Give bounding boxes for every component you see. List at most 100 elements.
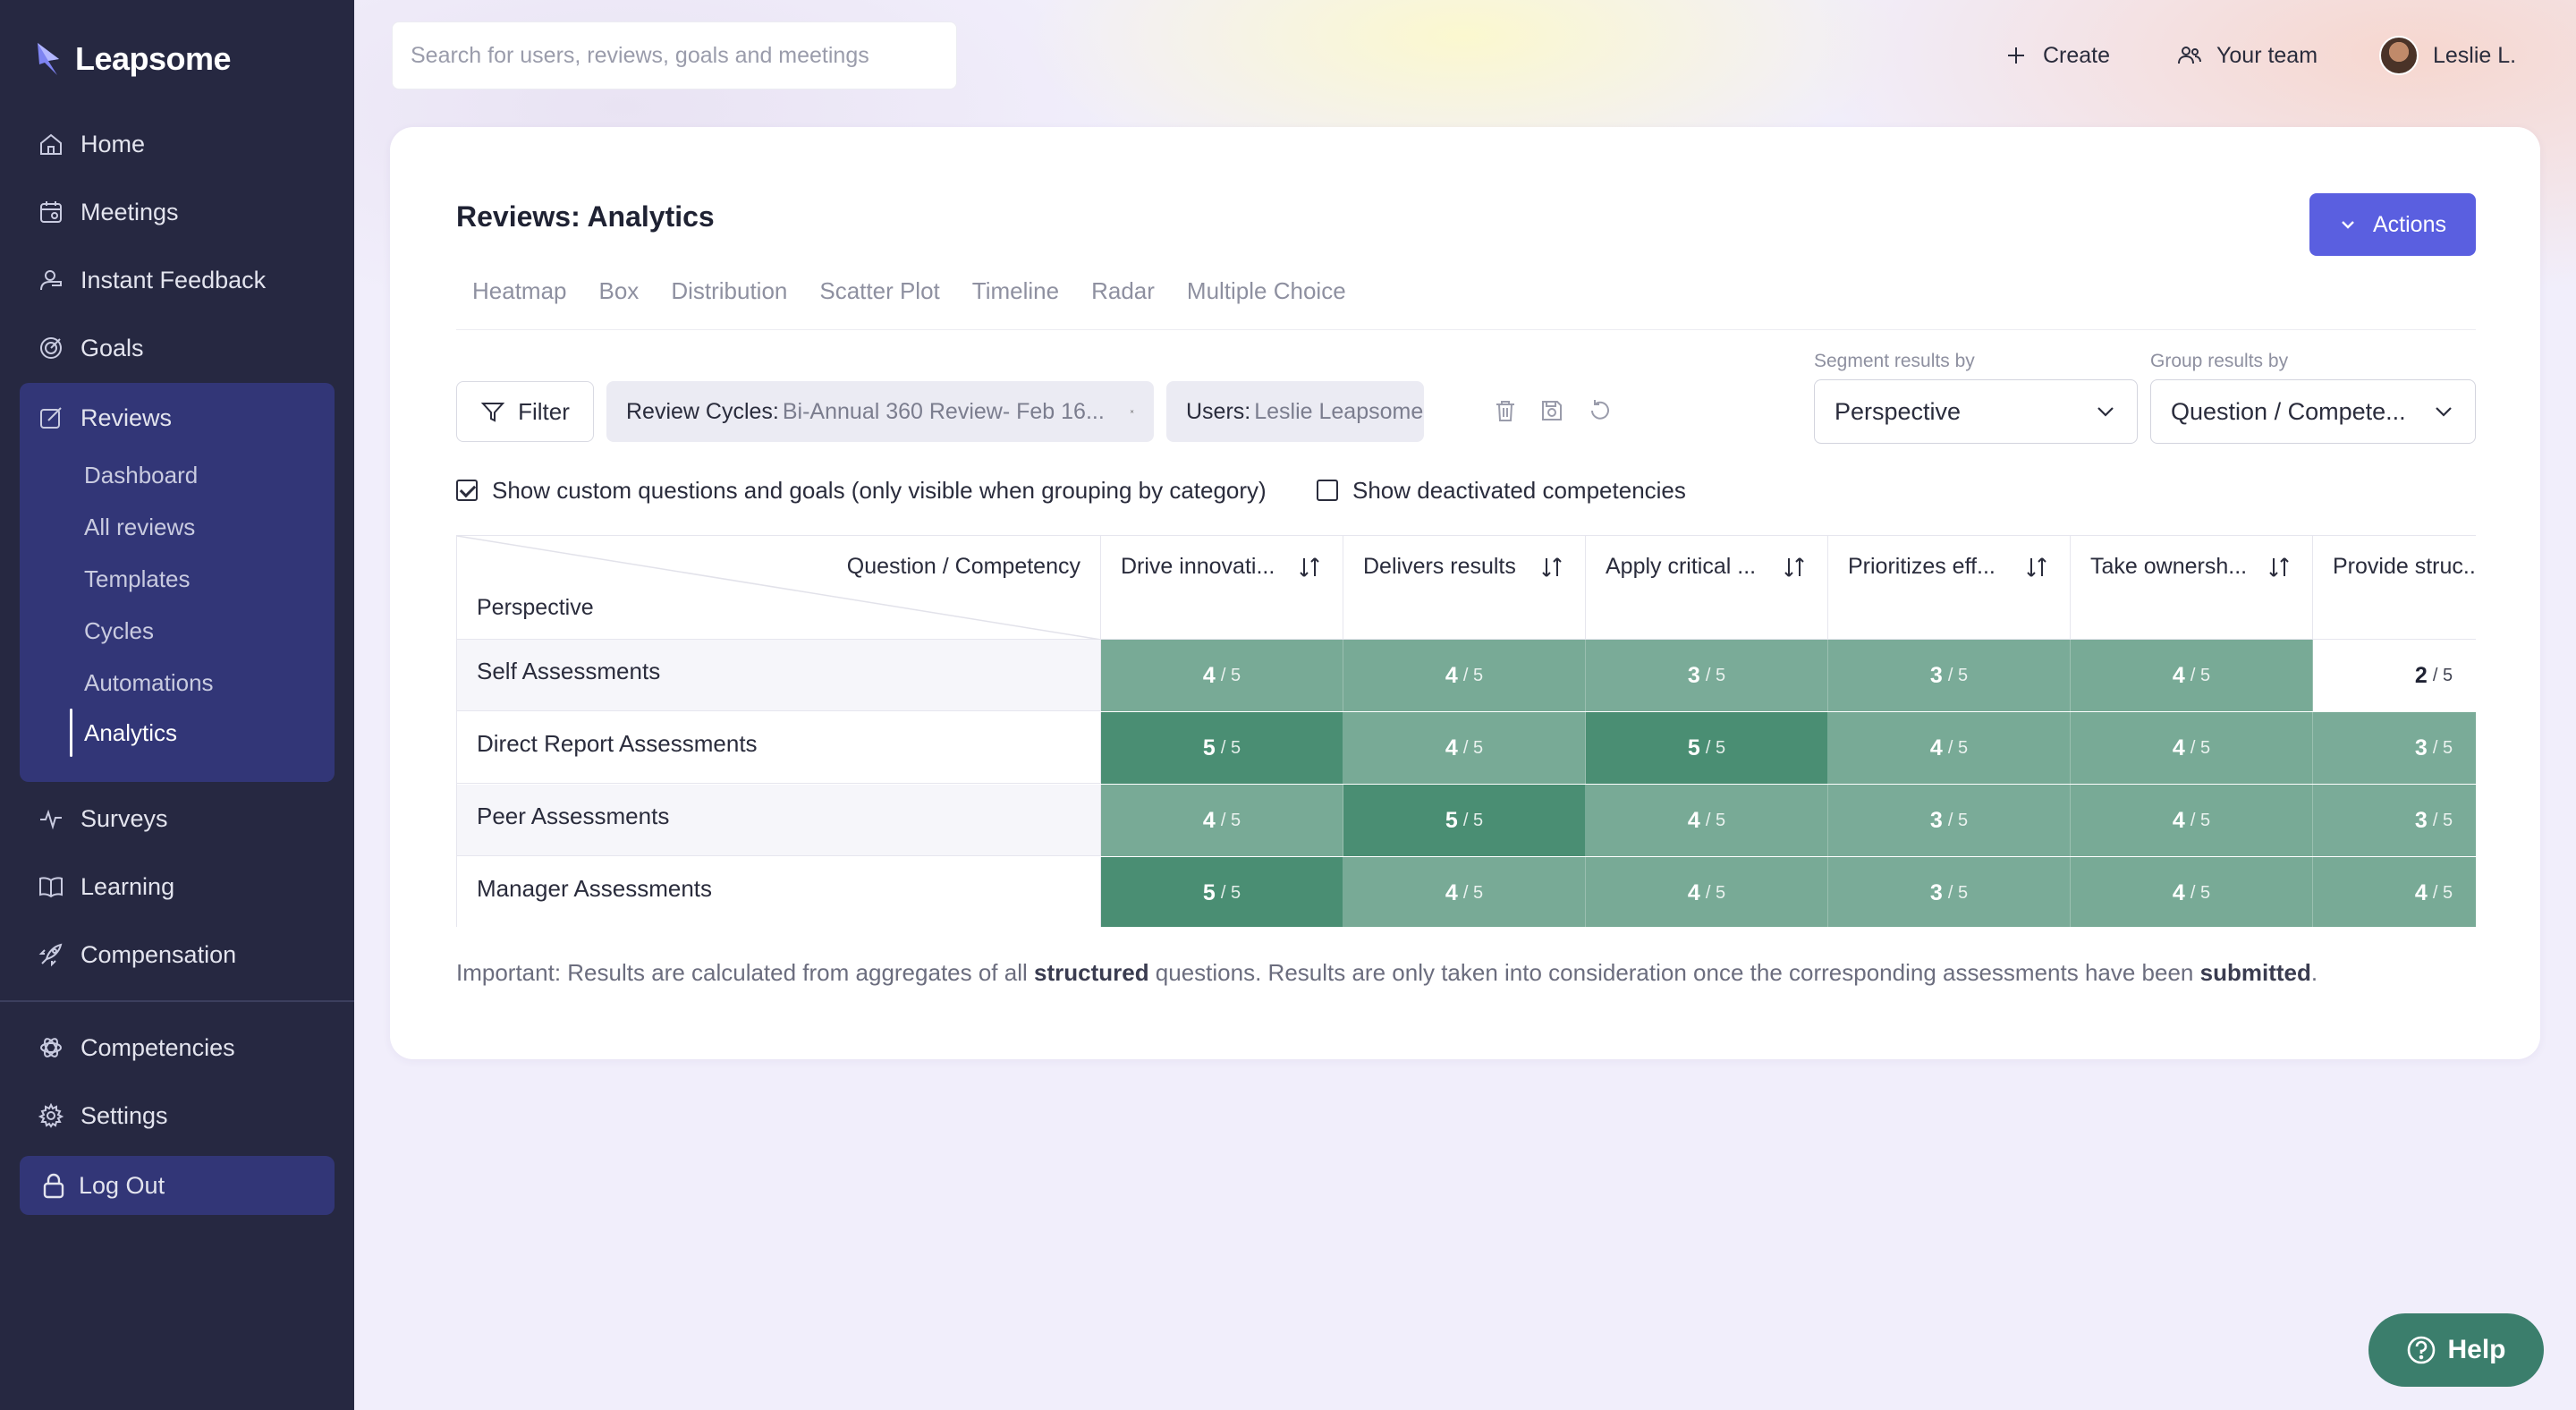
avatar [2379, 36, 2419, 75]
sidebar-subitem-analytics[interactable]: Analytics [84, 718, 178, 746]
global-search[interactable] [392, 21, 957, 89]
logout-button[interactable]: Log Out [20, 1156, 335, 1215]
save-icon[interactable] [1538, 397, 1565, 424]
column-header[interactable]: Prioritizes eff... [1828, 536, 2071, 640]
heatmap-cell[interactable]: 2/ 5 [2313, 640, 2476, 711]
segment-select[interactable]: Perspective [1814, 379, 2138, 444]
sidebar-subitem-cycles[interactable]: Cycles [84, 616, 155, 644]
show-deactivated-checkbox[interactable] [1317, 480, 1338, 501]
chevron-down-icon [2342, 221, 2354, 229]
tab-timeline[interactable]: Timeline [971, 277, 1060, 304]
cell-max: / 5 [1220, 665, 1241, 685]
review-cycles-chip[interactable]: Review Cycles: Bi-Annual 360 Review- Feb… [606, 381, 1154, 442]
sidebar-subitem-templates[interactable]: Templates [84, 565, 191, 592]
heatmap-cell[interactable]: 4/ 5 [1828, 712, 2071, 784]
column-header[interactable]: Provide struc... [2313, 536, 2476, 640]
tab-multiple-choice[interactable]: Multiple Choice [1186, 277, 1346, 304]
create-button[interactable]: Create [2004, 34, 2110, 77]
tab-heatmap[interactable]: Heatmap [472, 277, 567, 304]
tab-scatter-plot[interactable]: Scatter Plot [819, 277, 940, 304]
heatmap-cell[interactable]: 5/ 5 [1101, 857, 1343, 927]
table-corner: Question / Competency Perspective [457, 536, 1101, 640]
your-team-button[interactable]: Your team [2177, 34, 2318, 77]
heatmap-cell[interactable]: 4/ 5 [1101, 785, 1343, 856]
sidebar-item-home[interactable]: Home [20, 116, 335, 172]
cell-score: 5 [1445, 807, 1458, 833]
heatmap-cell[interactable]: 4/ 5 [2071, 640, 2313, 711]
logout-label: Log Out [79, 1171, 165, 1199]
filter-button[interactable]: Filter [456, 381, 594, 442]
leapsome-logo[interactable]: Leapsome [36, 38, 232, 81]
heatmap-cell[interactable]: 5/ 5 [1586, 712, 1828, 784]
cell-max: / 5 [1947, 810, 1969, 830]
column-header[interactable]: Apply critical ... [1586, 536, 1828, 640]
cell-max: / 5 [1705, 882, 1726, 903]
column-header[interactable]: Take ownersh... [2071, 536, 2313, 640]
cell-max: / 5 [2190, 810, 2211, 830]
heatmap-cell[interactable]: 3/ 5 [2313, 712, 2476, 784]
sidebar-item-label: Compensation [80, 940, 237, 968]
group-select[interactable]: Question / Compete... [2150, 379, 2476, 444]
heatmap-cell[interactable]: 4/ 5 [2071, 785, 2313, 856]
sidebar-item-goals[interactable]: Goals [20, 320, 335, 376]
heatmap-cell[interactable]: 4/ 5 [1343, 712, 1586, 784]
close-icon[interactable] [1130, 403, 1134, 420]
sidebar-subitem-automations[interactable]: Automations [84, 668, 214, 696]
heatmap-cell[interactable]: 4/ 5 [2071, 712, 2313, 784]
heatmap-cell[interactable]: 4/ 5 [1343, 640, 1586, 711]
heatmap-cell[interactable]: 4/ 5 [1343, 857, 1586, 927]
trash-icon[interactable] [1492, 397, 1519, 424]
sidebar-item-instant-feedback[interactable]: Instant Feedback [20, 252, 335, 308]
tab-box[interactable]: Box [598, 277, 640, 304]
column-header[interactable]: Drive innovati... [1101, 536, 1343, 640]
sidebar-item-learning[interactable]: Learning [20, 859, 335, 914]
sidebar-item-competencies[interactable]: Competencies [20, 1020, 335, 1075]
calendar-icon [40, 201, 62, 223]
show-deactivated-toggle[interactable]: Show deactivated competencies [1317, 474, 1686, 506]
actions-button[interactable]: Actions [2309, 193, 2476, 256]
reset-icon[interactable] [1587, 397, 1614, 424]
sort-icon[interactable] [1538, 554, 1565, 581]
heatmap-cell[interactable]: 3/ 5 [1828, 857, 2071, 927]
book-icon [39, 877, 63, 898]
help-button[interactable]: Help [2368, 1313, 2544, 1387]
cell-score: 4 [1687, 807, 1700, 833]
tab-distribution[interactable]: Distribution [671, 277, 788, 304]
cell-max: / 5 [1705, 665, 1726, 685]
sidebar-item-meetings[interactable]: Meetings [20, 184, 335, 240]
heatmap-cell[interactable]: 5/ 5 [1343, 785, 1586, 856]
cell-max: / 5 [2190, 737, 2211, 758]
heatmap-cell[interactable]: 3/ 5 [1586, 640, 1828, 711]
heatmap-cell[interactable]: 4/ 5 [1101, 640, 1343, 711]
sidebar-item-compensation[interactable]: Compensation [20, 927, 335, 982]
search-input[interactable] [411, 42, 956, 69]
sort-icon[interactable] [1296, 554, 1323, 581]
sidebar-item-settings[interactable]: Settings [20, 1088, 335, 1143]
question-icon [2408, 1336, 2436, 1364]
user-menu[interactable]: Leslie L. [2379, 34, 2516, 77]
cell-max: / 5 [1705, 810, 1726, 830]
heatmap-cell[interactable]: 3/ 5 [1828, 785, 2071, 856]
sidebar-item-reviews[interactable]: Reviews [20, 390, 335, 446]
show-custom-toggle[interactable]: Show custom questions and goals (only vi… [456, 474, 1267, 506]
heatmap-cell[interactable]: 4/ 5 [1586, 785, 1828, 856]
sidebar-subitem-dashboard[interactable]: Dashboard [84, 461, 199, 488]
sidebar-divider [0, 1000, 354, 1002]
group-label: Group results by [2150, 351, 2289, 371]
heatmap-cell[interactable]: 4/ 5 [2313, 857, 2476, 927]
heatmap-cell[interactable]: 4/ 5 [1586, 857, 1828, 927]
note-bold: submitted [2199, 959, 2311, 986]
users-chip[interactable]: Users: Leslie Leapsome [1166, 381, 1424, 442]
sidebar-subitem-all-reviews[interactable]: All reviews [84, 513, 196, 540]
heatmap-cell[interactable]: 3/ 5 [1828, 640, 2071, 711]
heatmap-cell[interactable]: 4/ 5 [2071, 857, 2313, 927]
sort-icon[interactable] [2023, 554, 2050, 581]
sidebar-item-surveys[interactable]: Surveys [20, 791, 335, 846]
show-custom-checkbox[interactable] [456, 480, 478, 501]
heatmap-cell[interactable]: 3/ 5 [2313, 785, 2476, 856]
column-header[interactable]: Delivers results [1343, 536, 1586, 640]
sort-icon[interactable] [2266, 554, 2292, 581]
sort-icon[interactable] [1781, 554, 1808, 581]
tab-radar[interactable]: Radar [1091, 277, 1155, 304]
heatmap-cell[interactable]: 5/ 5 [1101, 712, 1343, 784]
